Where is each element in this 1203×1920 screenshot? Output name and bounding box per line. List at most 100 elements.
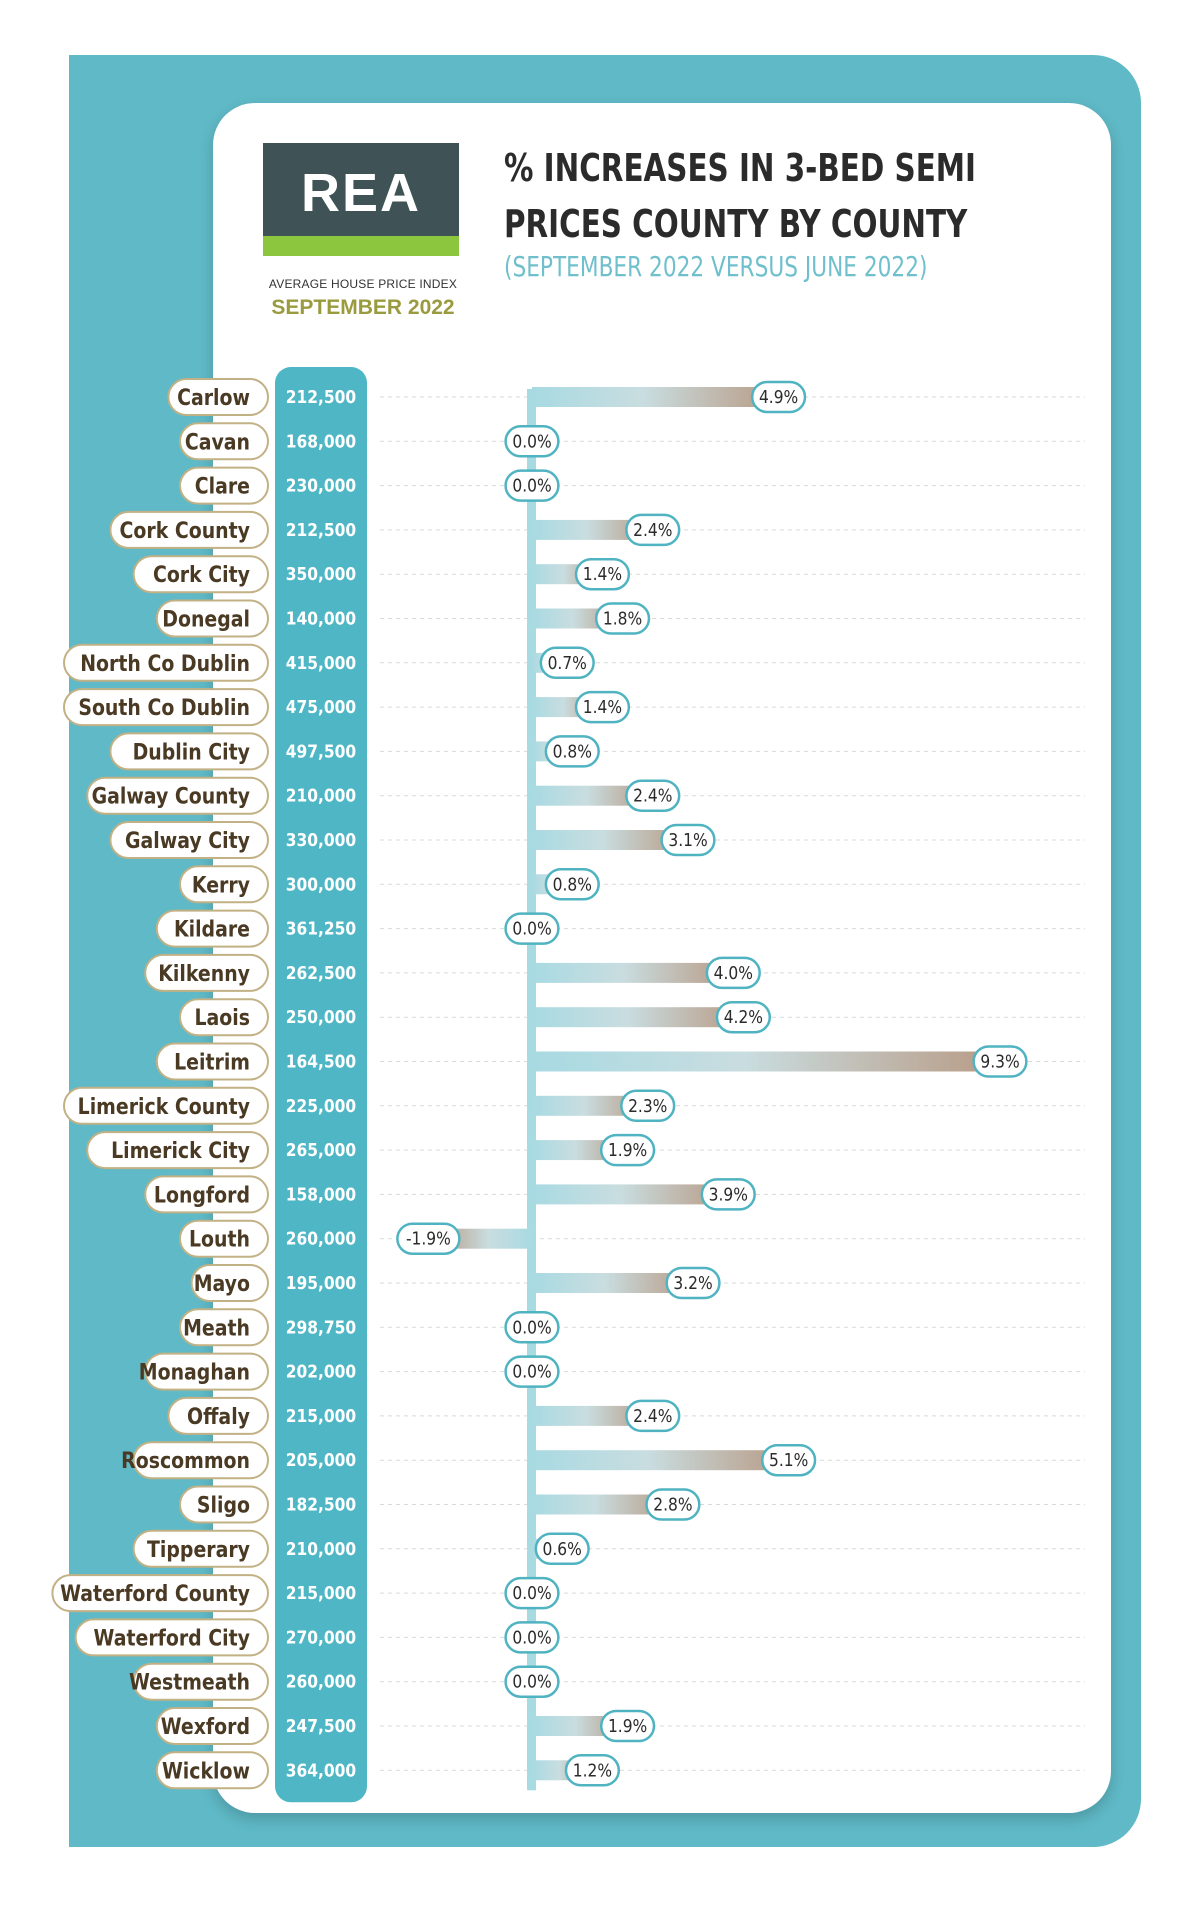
county-label: Longford <box>154 1182 250 1208</box>
price-label: 158,000 <box>286 1183 356 1204</box>
value-label: 0.6% <box>543 1538 582 1559</box>
county-label: Wicklow <box>162 1758 250 1784</box>
value-label: 0.0% <box>512 1360 551 1381</box>
price-label: 270,000 <box>286 1626 356 1647</box>
county-pill <box>132 1441 269 1480</box>
bar <box>532 1273 694 1293</box>
county-pill <box>132 555 269 594</box>
value-label: 0.0% <box>512 474 551 495</box>
value-label: 2.4% <box>633 1405 672 1426</box>
county-pill <box>86 776 269 815</box>
value-label: 1.9% <box>608 1715 647 1736</box>
bar <box>532 1051 1000 1072</box>
price-label: 195,000 <box>286 1272 356 1293</box>
value-label-pill <box>972 1045 1028 1078</box>
value-label: 0.7% <box>548 652 587 673</box>
bar <box>532 1405 653 1426</box>
value-label: 1.2% <box>573 1759 612 1780</box>
value-label-pill <box>625 1399 681 1433</box>
value-label-pill <box>504 912 560 945</box>
bar <box>532 387 779 407</box>
price-label: 215,000 <box>286 1582 356 1603</box>
county-pill <box>155 1751 269 1790</box>
county-pill <box>179 998 269 1037</box>
county-pill <box>109 510 270 549</box>
value-label: -1.9% <box>406 1228 451 1249</box>
county-label: Westmeath <box>129 1669 250 1695</box>
county-label: South Co Dublin <box>78 695 250 721</box>
county-pill <box>63 688 269 727</box>
bar <box>532 1095 648 1116</box>
price-label: 475,000 <box>286 696 356 717</box>
price-label: 250,000 <box>286 1006 356 1027</box>
county-label: Clare <box>195 473 250 499</box>
county-label: Leitrim <box>174 1049 250 1075</box>
bar <box>532 830 688 850</box>
price-label: 300,000 <box>286 873 356 894</box>
value-label-pill <box>504 1311 560 1344</box>
value-label-pill <box>660 823 716 857</box>
value-label-pill <box>750 380 807 414</box>
value-label: 1.8% <box>603 607 642 628</box>
county-label: Waterford City <box>94 1625 250 1651</box>
value-label-pill <box>539 646 595 680</box>
price-label: 215,000 <box>286 1405 356 1426</box>
price-label: 247,500 <box>286 1715 356 1736</box>
county-label: Mayo <box>194 1271 250 1297</box>
county-label: Cork City <box>153 562 250 588</box>
county-pill <box>132 1529 269 1568</box>
county-label: Wexford <box>161 1714 250 1740</box>
value-label-pill <box>574 557 631 591</box>
value-label: 0.0% <box>512 1626 551 1647</box>
county-pill <box>144 953 269 992</box>
county-label: Tipperary <box>147 1536 250 1562</box>
county-pill <box>155 1042 269 1081</box>
value-label: 4.2% <box>724 1006 763 1027</box>
county-label: Meath <box>183 1315 250 1341</box>
chart-title: % INCREASES IN 3-BED SEMI PRICES COUNTY … <box>504 146 976 246</box>
county-pill <box>132 1662 269 1701</box>
county-label: North Co Dublin <box>80 650 250 676</box>
price-label: 182,500 <box>286 1493 356 1514</box>
bar <box>532 1450 789 1471</box>
county-pill <box>179 865 269 904</box>
value-label-pill <box>504 469 560 502</box>
county-pill <box>144 1352 269 1391</box>
county-pill <box>109 732 270 771</box>
price-label: 330,000 <box>286 829 356 850</box>
price-label: 212,500 <box>286 386 356 407</box>
value-label: 3.2% <box>673 1272 712 1293</box>
county-label: Sligo <box>197 1492 250 1518</box>
bar <box>532 1494 673 1515</box>
county-label: Cork County <box>120 518 250 544</box>
county-pill <box>63 643 269 682</box>
price-label: 350,000 <box>286 563 356 584</box>
county-pill <box>167 378 269 416</box>
price-label: 140,000 <box>286 607 356 628</box>
value-label-pill <box>594 602 651 635</box>
value-label-pill <box>665 1266 721 1300</box>
county-pill <box>179 422 269 461</box>
value-label: 5.1% <box>769 1449 808 1470</box>
price-label: 230,000 <box>286 474 356 495</box>
price-label: 164,500 <box>286 1050 356 1071</box>
value-label: 2.3% <box>628 1095 667 1116</box>
county-label: Carlow <box>177 385 250 411</box>
county-label: Kilkenny <box>158 961 250 987</box>
value-label: 1.4% <box>583 696 622 717</box>
price-label: 212,500 <box>286 519 356 540</box>
county-pill <box>155 909 269 948</box>
price-label: 265,000 <box>286 1139 356 1160</box>
county-label: Roscommon <box>121 1448 250 1474</box>
value-label-pill <box>534 1532 590 1566</box>
price-label: 260,000 <box>286 1671 356 1692</box>
value-label-pill <box>599 1709 656 1743</box>
price-label: 361,250 <box>286 917 356 938</box>
value-label-pill <box>705 956 761 990</box>
bar <box>532 519 653 540</box>
value-label-pill <box>504 1576 560 1610</box>
chart-subtitle: (SEPTEMBER 2022 VERSUS JUNE 2022) <box>504 250 928 283</box>
rea-logo: REA <box>263 143 459 256</box>
county-pill <box>155 599 269 638</box>
